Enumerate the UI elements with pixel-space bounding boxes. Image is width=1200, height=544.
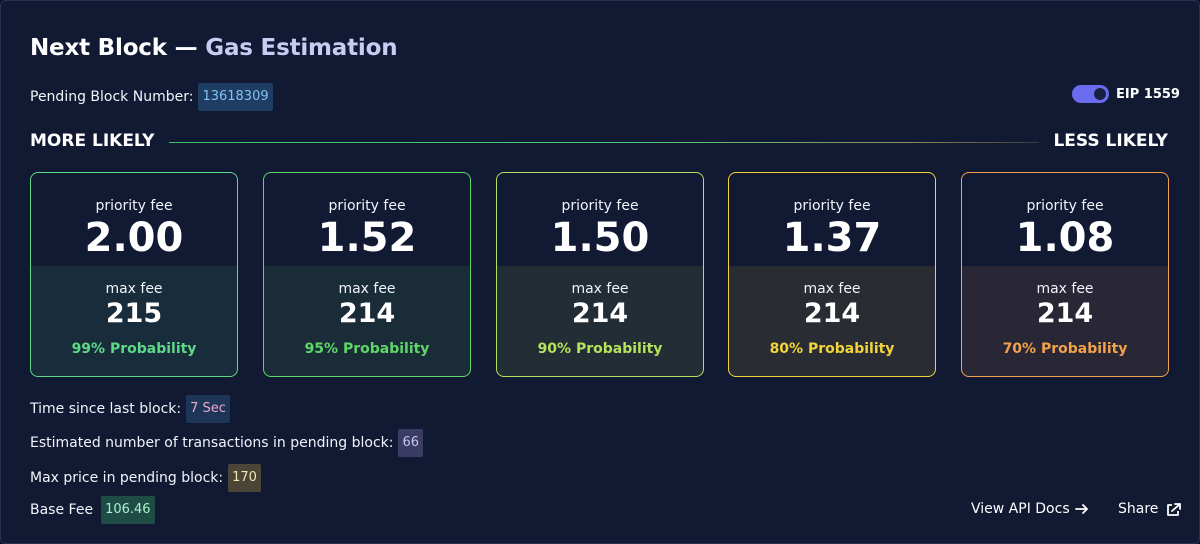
card-top: priority fee 1.52 [264,173,470,266]
priority-fee-label: priority fee [95,198,173,214]
pending-block-value: 13618309 [198,83,273,111]
time-since-value: 7 Sec [186,395,230,423]
base-fee-label: Base Fee [30,502,94,518]
fee-card-70[interactable]: priority fee 1.08 max fee 214 70% Probab… [961,172,1169,377]
more-likely-label: MORE LIKELY [30,131,155,151]
priority-fee-label: priority fee [1026,198,1104,214]
arrow-right-icon [1074,504,1088,514]
probability-label: 99% Probability [71,341,197,357]
probability-label: 95% Probability [304,341,430,357]
api-docs-label: View API Docs [971,501,1070,517]
page-title: Next Block — Gas Estimation [30,35,398,61]
tx-count-label: Estimated number of transactions in pend… [30,435,394,451]
eip-toggle[interactable]: EIP 1559 [1072,85,1180,103]
max-price-value: 170 [228,464,261,492]
fee-card-90[interactable]: priority fee 1.50 max fee 214 90% Probab… [496,172,704,377]
max-fee-label: max fee [338,281,396,297]
card-bottom: max fee 214 95% Probability [264,266,470,376]
card-bottom: max fee 214 80% Probability [729,266,935,376]
priority-fee-value: 2.00 [84,215,184,261]
probability-label: 70% Probability [1002,341,1128,357]
toggle-knob [1094,88,1106,100]
time-since-row: Time since last block: 7 Sec [30,395,230,423]
card-bottom: max fee 214 70% Probability [962,266,1168,376]
share-icon [1167,502,1182,516]
card-top: priority fee 1.37 [729,173,935,266]
time-since-label: Time since last block: [30,401,182,417]
max-fee-value: 214 [338,298,396,329]
max-fee-label: max fee [571,281,629,297]
max-price-label: Max price in pending block: [30,470,224,486]
probability-label: 90% Probability [537,341,663,357]
share-button[interactable]: Share [1118,501,1182,517]
title-sub: Gas Estimation [205,35,398,61]
priority-fee-value: 1.37 [782,215,882,261]
base-fee-value: 106.46 [101,496,155,524]
priority-fee-value: 1.08 [1015,215,1115,261]
card-top: priority fee 2.00 [31,173,237,266]
card-top: priority fee 1.08 [962,173,1168,266]
likelihood-divider [169,142,1039,143]
pending-block-row: Pending Block Number: 13618309 [30,83,273,111]
share-label: Share [1118,501,1159,517]
less-likely-label: LESS LIKELY [1053,131,1168,151]
base-fee-row: Base Fee 106.46 [30,496,155,524]
title-main: Next Block — [30,35,198,61]
eip-label: EIP 1559 [1116,86,1180,102]
tx-count-value: 66 [398,429,424,457]
priority-fee-label: priority fee [328,198,406,214]
priority-fee-label: priority fee [561,198,639,214]
priority-fee-label: priority fee [793,198,871,214]
card-top: priority fee 1.50 [497,173,703,266]
max-fee-label: max fee [105,281,163,297]
max-fee-value: 214 [1036,298,1094,329]
fee-card-99[interactable]: priority fee 2.00 max fee 215 99% Probab… [30,172,238,377]
max-fee-value: 215 [105,298,163,329]
card-bottom: max fee 215 99% Probability [31,266,237,376]
view-api-docs-link[interactable]: View API Docs [971,501,1089,517]
priority-fee-value: 1.52 [317,215,417,261]
card-bottom: max fee 214 90% Probability [497,266,703,376]
pending-block-label: Pending Block Number: [30,89,194,105]
toggle-switch[interactable] [1072,85,1109,103]
tx-count-row: Estimated number of transactions in pend… [30,429,424,457]
max-fee-label: max fee [1036,281,1094,297]
max-fee-value: 214 [803,298,861,329]
fee-card-80[interactable]: priority fee 1.37 max fee 214 80% Probab… [728,172,936,377]
probability-label: 80% Probability [769,341,895,357]
max-fee-label: max fee [803,281,861,297]
priority-fee-value: 1.50 [550,215,650,261]
fee-card-95[interactable]: priority fee 1.52 max fee 214 95% Probab… [263,172,471,377]
max-price-row: Max price in pending block: 170 [30,464,261,492]
max-fee-value: 214 [571,298,629,329]
